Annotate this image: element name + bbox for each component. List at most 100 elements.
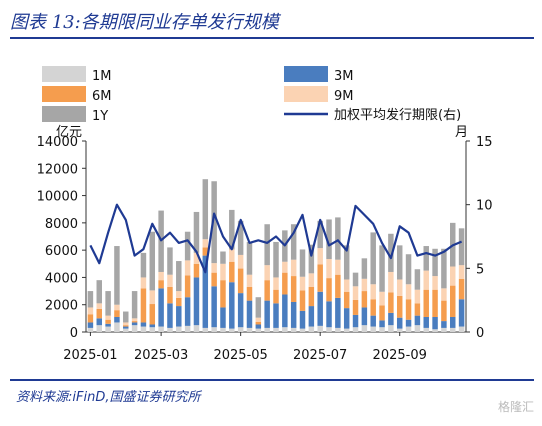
bar-segment-6M (193, 263, 200, 278)
bar-segment-3M (352, 314, 359, 328)
bar-segment-1M (202, 327, 209, 332)
bar-segment-3M (184, 297, 191, 326)
bar-segment-3M (335, 297, 341, 328)
bar-segment-6M (352, 299, 359, 315)
bar-segment-6M (229, 261, 235, 283)
bar-segment-1M (370, 326, 376, 332)
bar-segment-6M (308, 286, 315, 307)
bar-segment-3M (396, 317, 403, 329)
watermark: 格隆汇 (497, 400, 534, 414)
bar-segment-9M (343, 279, 350, 292)
bar-segment-3M (229, 282, 235, 329)
bar-segment-1Y (370, 232, 376, 285)
bar-segment-1Y (405, 254, 412, 285)
bar-segment-6M (405, 299, 412, 320)
bar-segment-3M (237, 293, 244, 328)
bar-segment-9M (202, 239, 209, 248)
bar-segment-1Y (220, 251, 226, 264)
bar-segment-6M (114, 310, 120, 317)
bar-segment-1M (423, 327, 429, 332)
bar-segment-1M (414, 325, 421, 332)
legend-label-6M: 6M (92, 89, 112, 104)
bar-segment-3M (343, 308, 350, 329)
bar-segment-6M (167, 286, 173, 304)
bar-segment-9M (229, 249, 235, 262)
legend-label-1Y: 1Y (92, 109, 108, 124)
bar-segment-3M (458, 299, 465, 327)
bar-segment-1M (299, 328, 306, 332)
bar-segment-6M (87, 314, 94, 323)
x-tick-label: 2025-09 (373, 348, 427, 363)
bar-segment-6M (458, 278, 465, 300)
bar-segment-3M (176, 306, 182, 327)
bar-segment-9M (149, 290, 156, 305)
chart-area: 1M 6M 1Y 3M 9M 加权平均发行期限(右) 亿元 月 0 2000 400… (37, 66, 493, 363)
bar-segment-3M (114, 316, 120, 323)
stacked-bars (87, 179, 465, 332)
bar-segment-1M (255, 328, 262, 332)
bar-segment-1Y (87, 291, 94, 308)
bar-segment-6M (149, 304, 156, 325)
bar-segment-6M (184, 275, 191, 298)
bar-segment-1M (264, 327, 270, 332)
bar-segment-1Y (458, 228, 465, 266)
bar-segment-1Y (184, 231, 191, 261)
bar-segment-9M (131, 318, 138, 322)
source-rule (10, 379, 534, 381)
bar-segment-1M (352, 327, 359, 332)
bar-segment-6M (264, 280, 270, 301)
right-tick-label: 5 (476, 262, 484, 277)
bar-segment-3M (299, 310, 306, 329)
bar-segment-1Y (131, 291, 138, 319)
bar-segment-3M (87, 322, 94, 328)
bar-segment-1Y (441, 248, 447, 289)
bar-segment-6M (432, 289, 438, 317)
left-tick-label: 0 (70, 326, 78, 341)
bar-segment-3M (388, 312, 394, 326)
title-rule (10, 37, 534, 39)
bar-segment-6M (96, 308, 102, 319)
bar-segment-1M (229, 328, 235, 332)
bar-segment-3M (264, 300, 270, 328)
bar-segment-9M (317, 248, 323, 265)
x-tick-label: 2025-07 (293, 348, 347, 363)
bar-segment-1Y (140, 252, 147, 278)
x-tick-label: 2025-03 (134, 348, 188, 363)
bar-segment-3M (255, 324, 262, 329)
bar-segment-1M (441, 327, 447, 332)
bar-segment-6M (361, 291, 368, 308)
bar-segment-6M (255, 321, 262, 325)
bar-segment-9M (220, 263, 226, 281)
bar-segment-6M (246, 286, 253, 301)
legend-label-line: 加权平均发行期限(右) (334, 107, 461, 123)
bar-segment-6M (379, 305, 385, 321)
bar-segment-9M (123, 322, 129, 326)
bar-segment-6M (370, 299, 376, 316)
bar-segment-1Y (229, 209, 235, 250)
bar-segment-9M (96, 303, 102, 309)
bar-segment-6M (131, 321, 138, 323)
bar-segment-9M (255, 317, 262, 322)
bar-segment-1Y (193, 211, 200, 253)
bar-segment-3M (450, 316, 456, 328)
bar-segment-1M (184, 325, 191, 332)
bar-segment-9M (211, 263, 217, 273)
bar-segment-3M (193, 277, 200, 326)
bar-segment-9M (299, 276, 306, 291)
bar-segment-1Y (237, 220, 244, 255)
bar-segment-9M (308, 273, 315, 287)
bar-segment-6M (343, 291, 350, 309)
bar-segment-3M (361, 307, 368, 326)
bar-segment-6M (423, 289, 429, 317)
bar-segment-1M (273, 327, 279, 332)
bar-segment-1Y (379, 245, 385, 292)
left-tick-label: 6000 (45, 244, 78, 259)
bar-segment-1M (282, 327, 288, 332)
bar-segment-6M (388, 292, 394, 313)
bar-segment-9M (282, 261, 288, 273)
right-axis-unit: 月 (455, 125, 468, 140)
source-note: 资料来源:iFinD,国盛证券研究所 (16, 390, 201, 405)
weighted-term-line (89, 203, 463, 274)
bar-segment-9M (176, 291, 182, 298)
bar-segment-3M (123, 326, 129, 329)
